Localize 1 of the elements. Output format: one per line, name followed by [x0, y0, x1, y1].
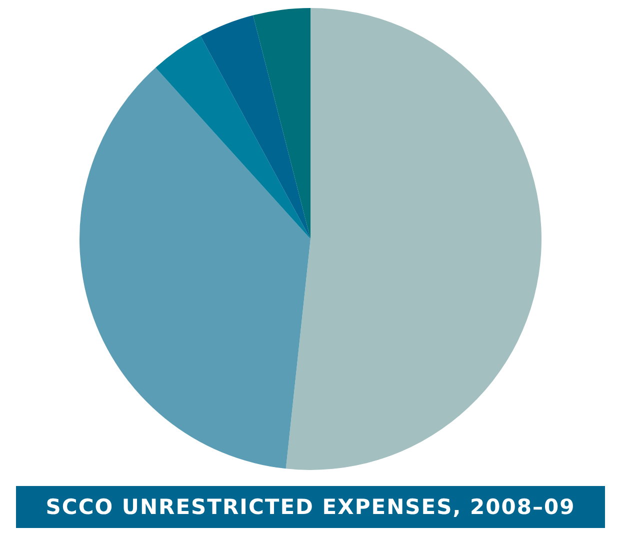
text: SCCO UNRESTRICTED EXPENSES, 2008–09	[46, 495, 576, 519]
